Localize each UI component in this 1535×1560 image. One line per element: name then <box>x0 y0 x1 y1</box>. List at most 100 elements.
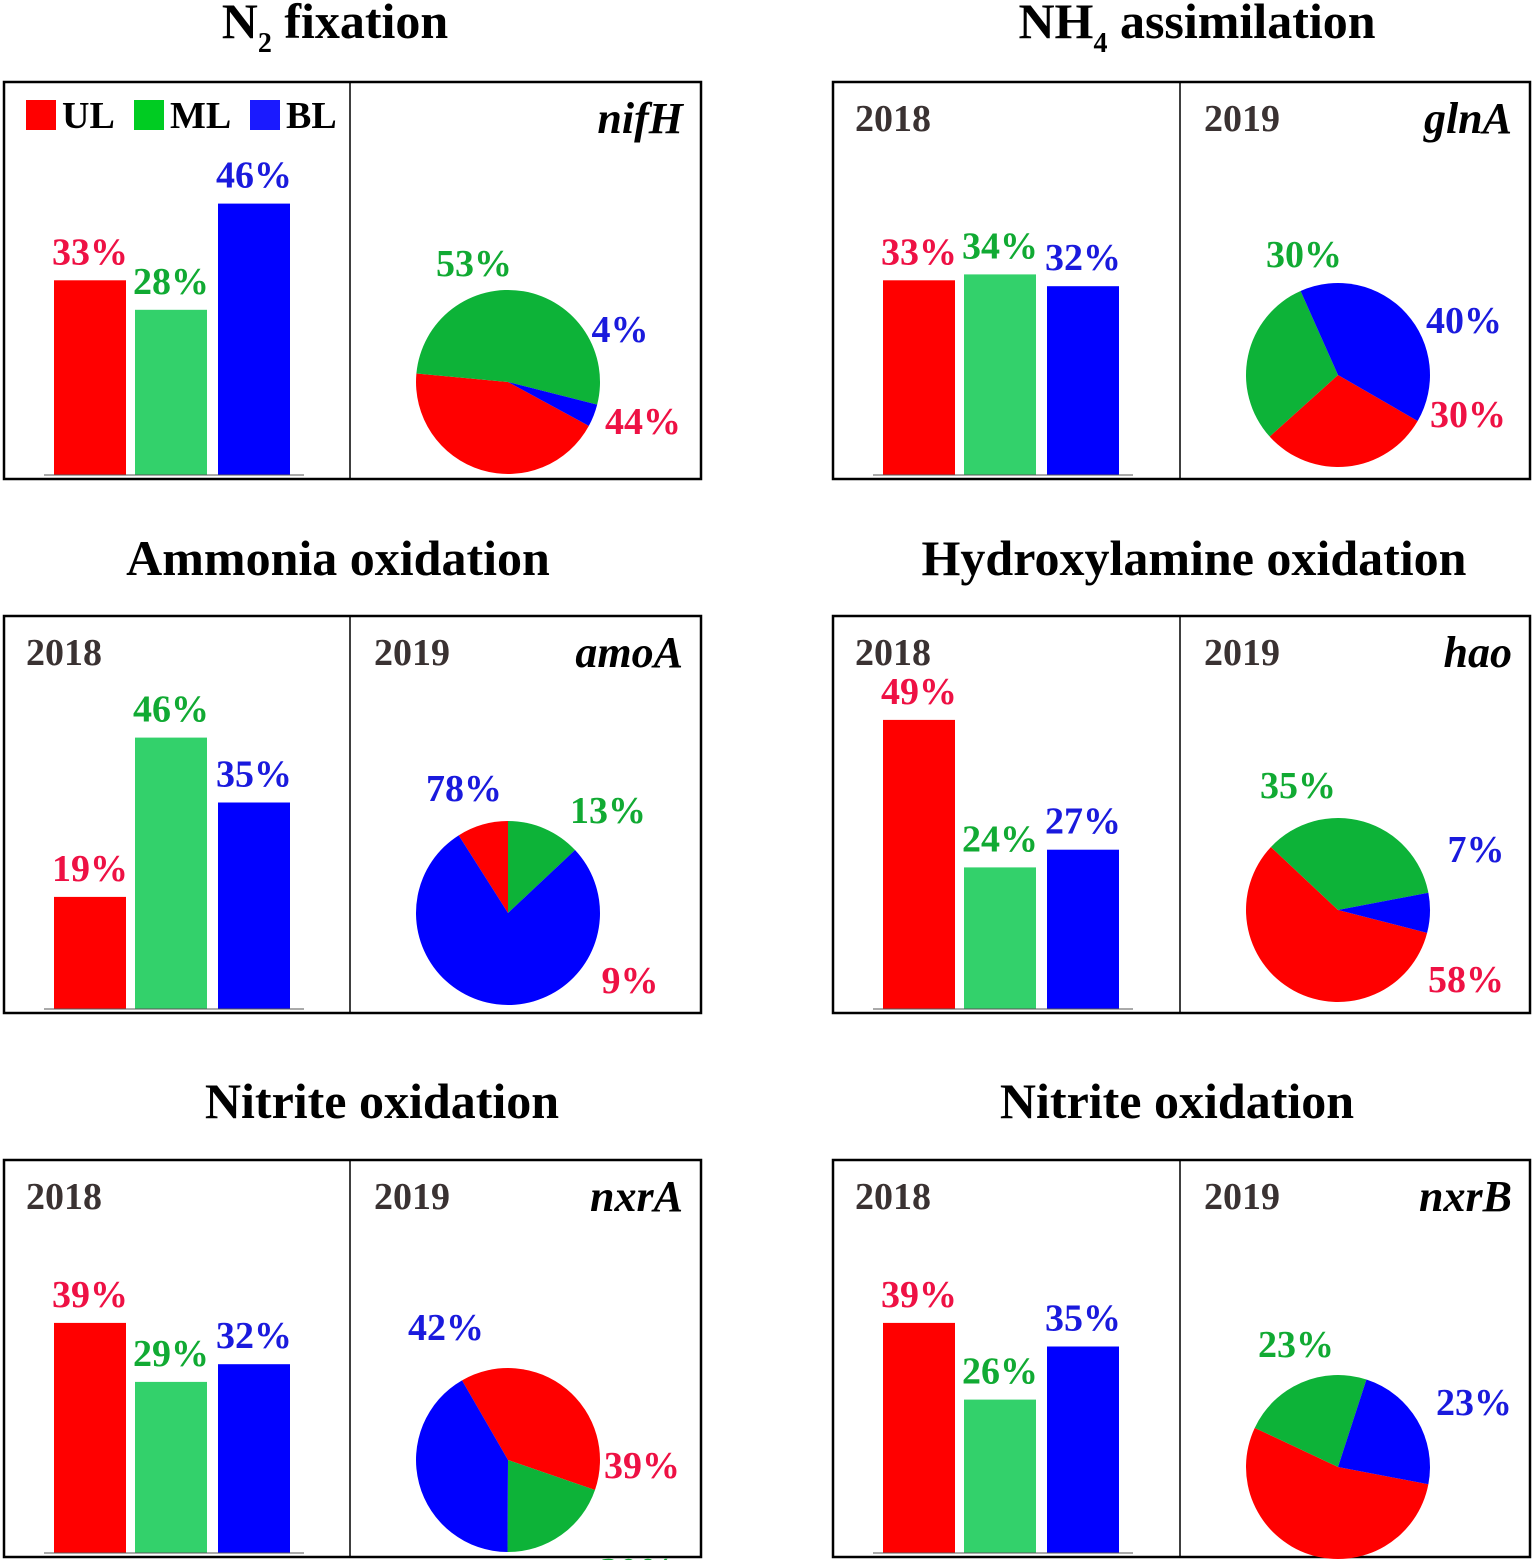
pie-slice-bl <box>1338 1379 1431 1485</box>
bar-ul <box>54 1322 126 1553</box>
bar-label-bl: 35% <box>1045 1298 1121 1340</box>
pie-slice-ml <box>1270 817 1429 910</box>
pie-slice-ml <box>1245 290 1338 437</box>
bar-bl <box>1047 849 1119 1009</box>
pie-label-bl: 23% <box>1436 1382 1512 1424</box>
panel-title: Hydroxylamine oxidation <box>922 530 1467 586</box>
pie-year-label: 2019 <box>1204 98 1280 140</box>
bar-bl <box>218 1364 290 1553</box>
gene-label: hao <box>1444 628 1512 677</box>
bar-ul <box>54 280 126 475</box>
pie-slice-ml <box>416 289 601 405</box>
bar-bl <box>1047 286 1119 475</box>
panel-glnA: NH4 assimilation 2018 2019 glnA 33% 34% 32% 30%… <box>831 0 1532 481</box>
pie-slice-ul <box>458 821 508 913</box>
pie-year-label: 2019 <box>374 1176 450 1218</box>
pie-slice-ml <box>1254 1374 1367 1467</box>
pie-label-ul: 30% <box>1430 394 1506 436</box>
pie-year-label: 2019 <box>1204 1176 1280 1218</box>
bar-ml <box>964 867 1036 1009</box>
bar-label-ml: 28% <box>133 261 209 303</box>
title-rest: fixation <box>272 0 449 49</box>
pie-label-bl: 7% <box>1448 829 1505 871</box>
pie-label-ul: 58% <box>1428 959 1504 1001</box>
panel-frame <box>831 1158 1532 1559</box>
bar-bl <box>218 802 290 1009</box>
bar-label-bl: 46% <box>216 155 292 197</box>
pie-label-ml: 30% <box>1266 234 1342 276</box>
legend-swatch-bl <box>250 100 280 130</box>
title-main: NH <box>1018 0 1093 49</box>
pie-label-ul: 44% <box>605 401 681 443</box>
bar-year-label: 2018 <box>26 632 102 674</box>
title-subscript: 2 <box>258 28 272 59</box>
bar-ml <box>964 274 1036 475</box>
pie-label-ml: 35% <box>1260 765 1336 807</box>
panel-frame <box>2 80 703 481</box>
pie-label-ml: 53% <box>436 243 512 285</box>
bar-year-label: 2018 <box>26 1176 102 1218</box>
panel-frame <box>831 614 1532 1015</box>
bar-label-ml: 24% <box>962 818 1038 860</box>
panel-title: Nitrite oxidation <box>205 1073 559 1129</box>
bar-ml <box>135 1381 207 1553</box>
pie-year-label: 2019 <box>374 632 450 674</box>
pie-slice-ul <box>416 373 589 474</box>
panel-nxrB: Nitrite oxidation20182019nxrB39%26%35%54… <box>831 1073 1532 1560</box>
bar-label-ml: 26% <box>962 1351 1038 1393</box>
pie-label-bl: 40% <box>1426 300 1502 342</box>
pie-label-ml: 20% <box>600 1551 676 1560</box>
bar-year-label: 2018 <box>855 98 931 140</box>
title-rest: assimilation <box>1107 0 1375 49</box>
bar-ul <box>883 719 955 1009</box>
pie-label-ul: 39% <box>604 1445 680 1487</box>
bar-label-ml: 34% <box>962 225 1038 267</box>
pie-slice-bl <box>1300 282 1430 421</box>
pie-label-ul: 9% <box>602 960 659 1002</box>
pie-slice-ml <box>508 821 576 913</box>
bar-label-ul: 33% <box>881 231 957 273</box>
gene-label: nxrA <box>590 1172 683 1221</box>
bar-label-ul: 39% <box>881 1274 957 1316</box>
bar-ml <box>964 1399 1036 1553</box>
panel-frame <box>831 80 1532 481</box>
pie-slice-bl <box>416 1380 508 1552</box>
pie-label-ml: 23% <box>1258 1324 1334 1366</box>
bar-label-bl: 27% <box>1045 801 1121 843</box>
pie-label-bl: 4% <box>592 309 649 351</box>
pie-year-label: 2019 <box>1204 632 1280 674</box>
pie-slice-bl <box>416 835 601 1005</box>
bar-bl <box>218 203 290 475</box>
pie-slice-ul <box>462 1368 600 1490</box>
bar-label-ul: 33% <box>52 231 128 273</box>
bar-ul <box>883 1322 955 1553</box>
panel-title: Ammonia oxidation <box>126 530 550 586</box>
bar-year-label: 2018 <box>855 632 931 674</box>
pie-label-bl: 78% <box>426 768 502 810</box>
panel-amoA: Ammonia oxidation 2018 2019 amoA 19% 46%35% 9%… <box>2 530 703 1015</box>
pie-slice-bl <box>508 382 598 426</box>
bar-ul <box>883 280 955 475</box>
bar-label-ml: 29% <box>133 1333 209 1375</box>
bar-label-ul: 39% <box>52 1274 128 1316</box>
legend-swatch-ul <box>26 100 56 130</box>
legend-label-ul: UL <box>62 95 115 137</box>
bar-label-bl: 32% <box>1045 237 1121 279</box>
bar-label-ul: 49% <box>881 671 957 713</box>
bar-ml <box>135 309 207 475</box>
panel-title: Nitrite oxidation <box>1000 1073 1354 1129</box>
panel-nifH: N2 fixation nifH UL ML BL 33%28% 46% 44% 53% 4% <box>2 0 703 481</box>
bar-label-ul: 19% <box>52 848 128 890</box>
panel-title: N2 fixation <box>222 0 449 59</box>
bar-label-ml: 46% <box>133 689 209 731</box>
gene-label: nxrB <box>1419 1172 1512 1221</box>
panel-frame <box>2 614 703 1015</box>
gene-label: nifH <box>597 94 684 143</box>
legend-swatch-ml <box>134 100 164 130</box>
panel-hao: Hydroxylamine oxidation 2018 2019 hao 49% 24%… <box>831 530 1532 1015</box>
pie-label-bl: 42% <box>408 1307 484 1349</box>
bar-label-bl: 32% <box>216 1315 292 1357</box>
pie-slice-ul <box>1269 375 1418 467</box>
